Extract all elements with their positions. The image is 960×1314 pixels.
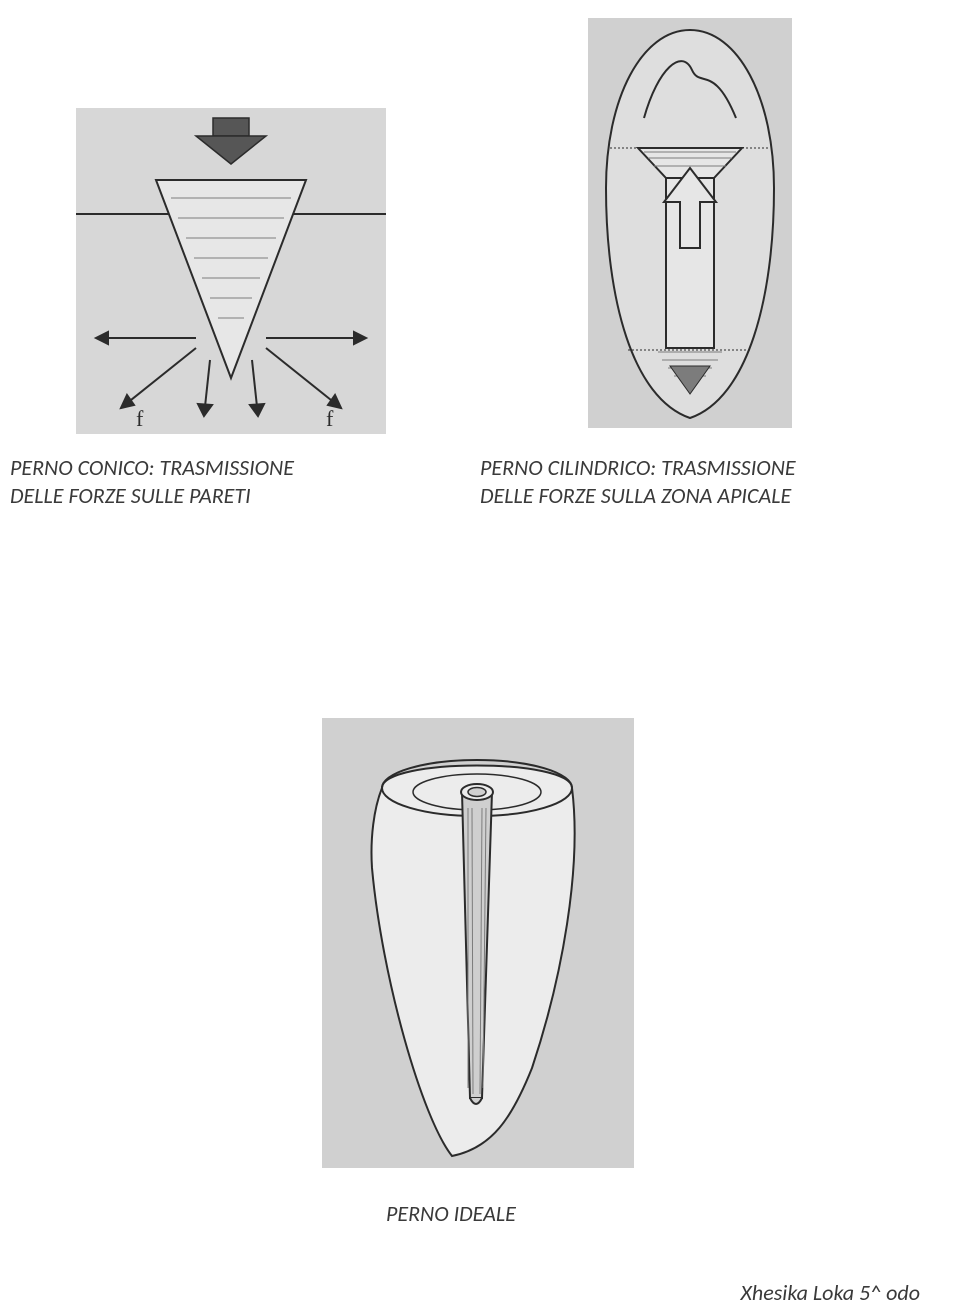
caption-ideale: PERNO IDEALE [386, 1200, 516, 1228]
figure-cilindrico [588, 18, 792, 428]
figure-conico: f f [76, 108, 386, 434]
figure-cilindrico-svg [588, 18, 792, 428]
caption-cilindrico: PERNO CILINDRICO: TRASMISSIONE DELLE FOR… [480, 454, 796, 509]
figure-ideale [322, 718, 634, 1168]
caption-conico: PERNO CONICO: TRASMISSIONE DELLE FORZE S… [10, 454, 294, 509]
page: f f [0, 0, 960, 1314]
figure-ideale-svg [322, 718, 634, 1168]
force-label-right: f [326, 406, 334, 431]
footer-credit: Xhesika Loka 5^ odo [740, 1279, 920, 1306]
figure-conico-svg: f f [76, 108, 386, 434]
force-label-left: f [136, 406, 144, 431]
